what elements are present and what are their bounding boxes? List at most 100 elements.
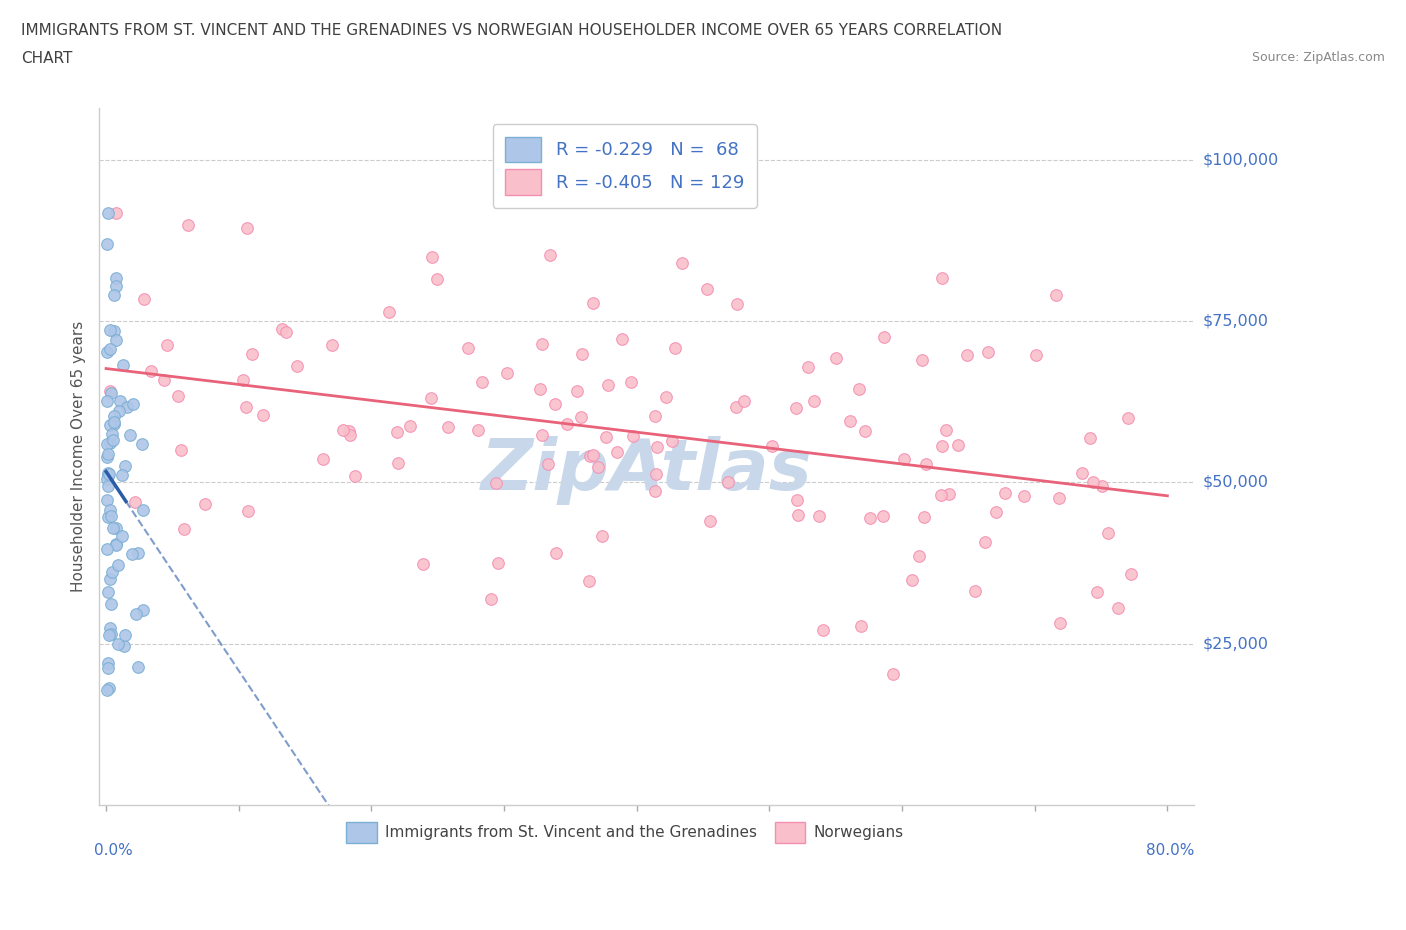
Point [98,621,121,636]
Point [811,623,834,638]
Point [859,511,882,525]
Point [853,424,876,439]
Point [724,399,747,414]
Point [873,329,896,344]
Point [166,389,188,404]
Point [437,419,460,434]
Point [103,287,125,302]
Point [606,445,628,459]
Point [97,681,120,696]
Point [595,430,617,445]
Point [177,218,200,232]
Point [620,375,643,390]
Point [112,358,135,373]
Point [567,383,589,398]
Point [97,466,120,481]
Point [100,385,122,400]
Point [100,597,122,612]
Point [97,660,120,675]
Point [103,415,125,430]
Point [797,359,820,374]
Point [931,271,953,286]
Point [1047,490,1070,505]
Point [132,502,155,517]
Point [104,271,127,286]
Point [343,469,366,484]
Text: $75,000: $75,000 [1202,313,1268,328]
Point [610,332,633,347]
Point [101,565,124,579]
Legend: Immigrants from St. Vincent and the Grenadines, Norwegians: Immigrants from St. Vincent and the Gren… [340,816,910,849]
Point [173,522,195,537]
Point [153,373,176,388]
Point [332,423,354,438]
Point [101,426,124,441]
Point [544,545,567,560]
Point [117,400,139,415]
Text: CHART: CHART [21,51,73,66]
Point [785,400,807,415]
Point [1107,600,1129,615]
Point [111,528,134,543]
Point [312,451,335,466]
Point [948,438,970,453]
Point [872,509,894,524]
Point [420,391,443,405]
Point [1119,566,1142,581]
Point [586,460,609,475]
Point [963,584,986,599]
Point [112,638,135,653]
Point [555,416,578,431]
Point [699,513,721,528]
Point [471,374,494,389]
Point [240,346,263,361]
Point [339,427,361,442]
Point [786,508,808,523]
Text: Source: ZipAtlas.com: Source: ZipAtlas.com [1251,51,1385,64]
Point [132,602,155,617]
Point [1025,348,1047,363]
Point [929,487,952,502]
Point [96,493,118,508]
Point [100,626,122,641]
Point [1080,431,1102,445]
Point [232,373,254,388]
Point [412,556,434,571]
Point [529,381,551,396]
Point [108,404,131,418]
Point [97,468,120,483]
Point [543,396,565,411]
Point [339,423,361,438]
Text: $50,000: $50,000 [1202,474,1268,490]
Point [98,466,121,481]
Point [107,636,129,651]
Point [103,324,125,339]
Point [596,378,619,392]
Point [1012,488,1035,503]
Point [387,425,409,440]
Point [911,352,934,367]
Point [592,528,614,543]
Point [103,408,125,423]
Point [537,457,560,472]
Point [103,432,125,447]
Point [100,509,122,524]
Y-axis label: Householder Income Over 65 years: Householder Income Over 65 years [72,321,86,592]
Point [717,475,740,490]
Point [96,683,118,698]
Point [479,591,502,606]
Point [98,384,121,399]
Point [96,449,118,464]
Text: IMMIGRANTS FROM ST. VINCENT AND THE GRENADINES VS NORWEGIAN HOUSEHOLDER INCOME O: IMMIGRANTS FROM ST. VINCENT AND THE GREN… [21,23,1002,38]
Point [671,255,693,270]
Point [156,338,179,352]
Point [127,545,149,560]
Point [270,322,292,337]
Point [531,428,554,443]
Point [848,382,870,397]
Point [98,323,121,338]
Point [733,393,755,408]
Text: ZipAtlas: ZipAtlas [481,436,813,505]
Point [420,250,443,265]
Point [786,492,808,507]
